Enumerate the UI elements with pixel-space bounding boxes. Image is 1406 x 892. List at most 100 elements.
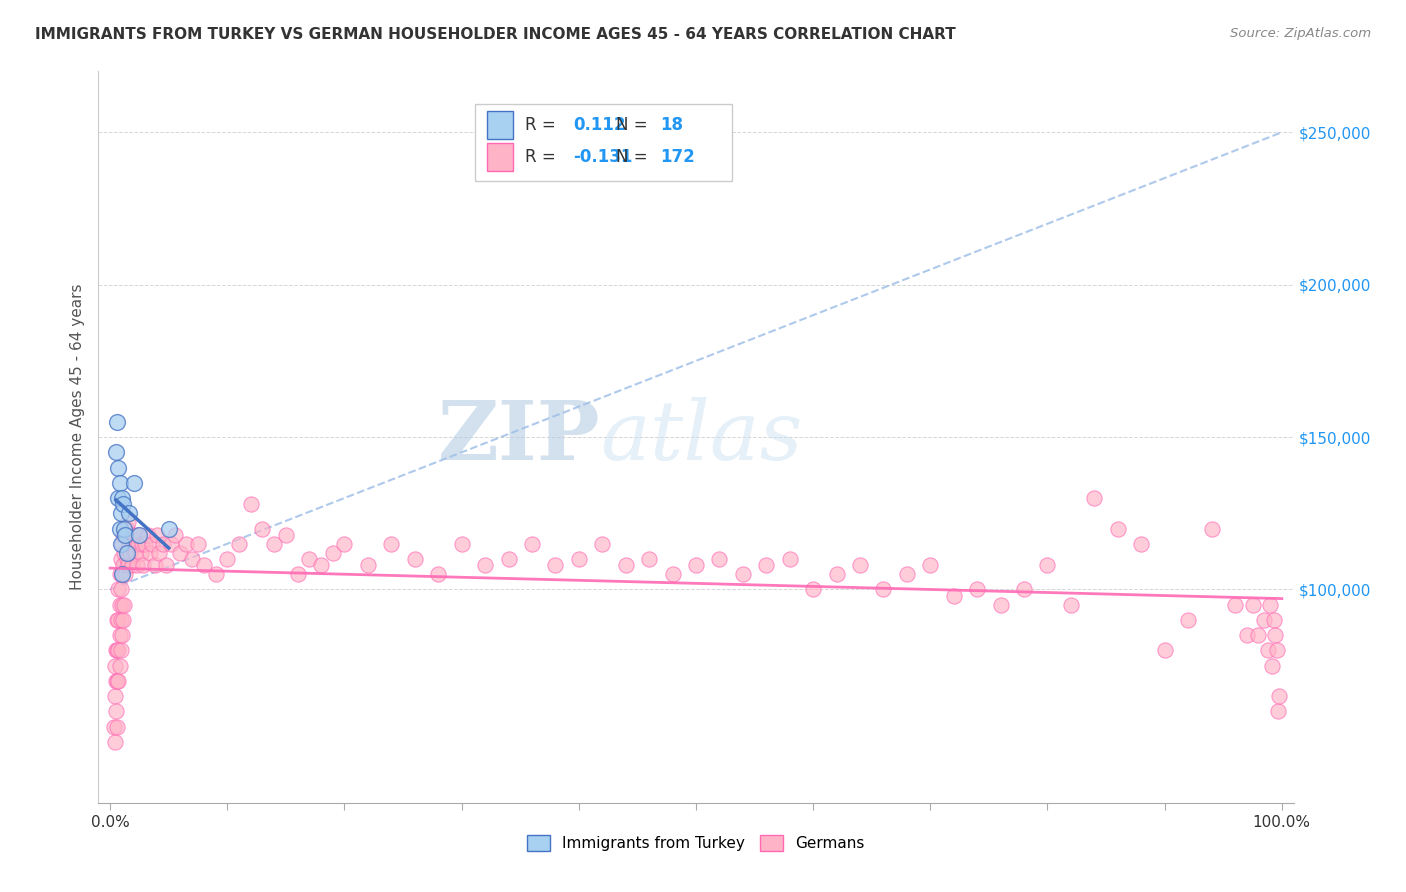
Point	[125, 527, 148, 541]
Text: ZIP: ZIP	[437, 397, 600, 477]
Point	[920, 558, 942, 573]
Point	[755, 558, 778, 573]
Point	[263, 537, 285, 551]
Point	[1261, 658, 1284, 673]
Legend: Immigrants from Turkey, Germans: Immigrants from Turkey, Germans	[522, 830, 870, 857]
Point	[108, 475, 131, 490]
Point	[107, 491, 129, 505]
Point	[107, 613, 129, 627]
Point	[134, 537, 156, 551]
Point	[107, 673, 129, 688]
Point	[111, 491, 134, 505]
Point	[638, 552, 661, 566]
Point	[228, 537, 250, 551]
Point	[731, 567, 754, 582]
Point	[1153, 643, 1175, 657]
Point	[141, 537, 163, 551]
Point	[107, 582, 129, 597]
Point	[122, 537, 145, 551]
Point	[148, 546, 170, 560]
Point	[1267, 705, 1289, 719]
Point	[112, 598, 135, 612]
Point	[103, 720, 125, 734]
Point	[112, 497, 135, 511]
Point	[498, 552, 520, 566]
Point	[239, 497, 262, 511]
Point	[252, 521, 274, 535]
Point	[104, 689, 127, 703]
Point	[114, 527, 136, 541]
Text: N =: N =	[616, 148, 652, 166]
Point	[1264, 628, 1286, 642]
Point	[1257, 643, 1279, 657]
Point	[661, 567, 683, 582]
Point	[1263, 613, 1285, 627]
Point	[115, 552, 138, 566]
Point	[801, 582, 824, 597]
Point	[309, 558, 332, 573]
Point	[966, 582, 988, 597]
Point	[169, 546, 191, 560]
Point	[104, 735, 127, 749]
Point	[450, 537, 472, 551]
Point	[105, 673, 128, 688]
Point	[105, 613, 128, 627]
Point	[108, 598, 131, 612]
Y-axis label: Householder Income Ages 45 - 64 years: Householder Income Ages 45 - 64 years	[69, 284, 84, 591]
Point	[157, 521, 180, 535]
Point	[274, 527, 297, 541]
Point	[112, 521, 135, 535]
Point	[217, 552, 239, 566]
Point	[520, 537, 543, 551]
Point	[105, 445, 128, 459]
Point	[1247, 628, 1270, 642]
Point	[1083, 491, 1105, 505]
Point	[111, 567, 134, 582]
Point	[114, 567, 136, 582]
Point	[132, 558, 155, 573]
Point	[187, 537, 209, 551]
Point	[128, 527, 150, 541]
Text: IMMIGRANTS FROM TURKEY VS GERMAN HOUSEHOLDER INCOME AGES 45 - 64 YEARS CORRELATI: IMMIGRANTS FROM TURKEY VS GERMAN HOUSEHO…	[35, 27, 956, 42]
Point	[121, 558, 143, 573]
Text: 18: 18	[661, 116, 683, 134]
Point	[1012, 582, 1035, 597]
Point	[105, 720, 128, 734]
Point	[108, 658, 131, 673]
Point	[333, 537, 356, 551]
Bar	[486, 111, 513, 138]
Point	[146, 527, 169, 541]
Point	[117, 516, 139, 530]
Point	[1223, 598, 1246, 612]
Point	[104, 658, 127, 673]
Point	[110, 506, 132, 520]
Point	[1177, 613, 1199, 627]
Text: 172: 172	[661, 148, 695, 166]
Point	[1060, 598, 1083, 612]
Point	[181, 552, 204, 566]
Text: atlas: atlas	[600, 397, 803, 477]
Point	[779, 552, 801, 566]
Point	[105, 673, 128, 688]
Point	[544, 558, 567, 573]
Point	[614, 558, 637, 573]
Point	[110, 537, 132, 551]
Point	[120, 546, 141, 560]
Point	[112, 558, 135, 573]
Point	[1130, 537, 1153, 551]
Point	[111, 628, 134, 642]
Point	[872, 582, 894, 597]
Point	[120, 527, 142, 541]
Point	[685, 558, 707, 573]
Point	[287, 567, 309, 582]
Point	[152, 537, 174, 551]
Point	[849, 558, 872, 573]
Text: N =: N =	[616, 116, 652, 134]
Point	[1236, 628, 1258, 642]
Point	[990, 598, 1012, 612]
Point	[404, 552, 426, 566]
Point	[127, 537, 149, 551]
Point	[110, 552, 132, 566]
Point	[105, 643, 128, 657]
Point	[111, 537, 134, 551]
